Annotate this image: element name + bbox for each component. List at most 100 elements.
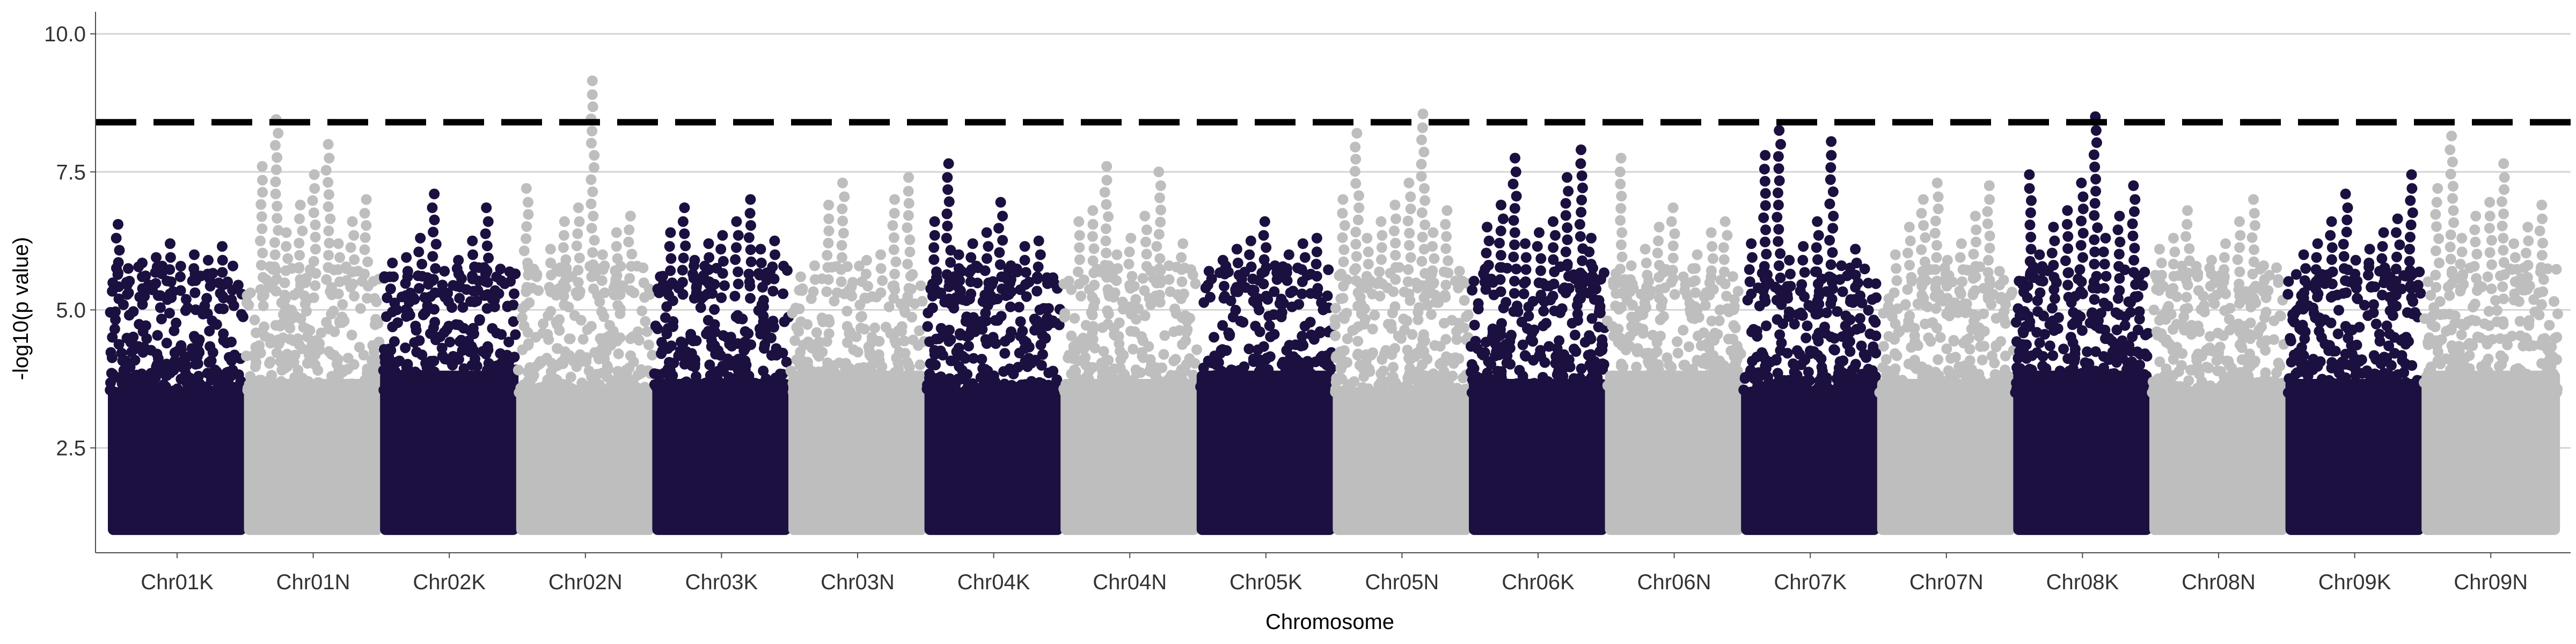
snp-point: [1297, 276, 1308, 287]
snp-point: [1562, 234, 1573, 245]
snp-point: [586, 271, 597, 282]
snp-point: [996, 283, 1007, 295]
snp-point: [273, 128, 284, 139]
snp-point: [2047, 303, 2058, 314]
snp-point: [1390, 262, 1401, 273]
snp-point: [1335, 268, 1346, 280]
snp-point: [1990, 341, 2002, 353]
snp-point: [716, 292, 727, 303]
point-cloud: [1060, 379, 1199, 535]
snp-point: [1616, 380, 1628, 391]
snp-point: [2047, 315, 2059, 326]
snp-point: [2025, 268, 2036, 279]
snp-point: [596, 344, 607, 355]
snp-point: [1031, 273, 1043, 284]
snp-point: [1587, 270, 1598, 282]
snp-point: [1759, 261, 1770, 272]
snp-point: [996, 271, 1007, 282]
snp-point: [1728, 361, 1739, 372]
snp-point: [1702, 377, 1714, 388]
snp-point: [1576, 280, 1587, 291]
snp-point: [1968, 248, 1979, 260]
snp-point: [1562, 259, 1573, 270]
snp-point: [384, 362, 396, 373]
snp-point: [887, 281, 898, 292]
snp-peak-point: [769, 235, 780, 246]
snp-point: [942, 172, 953, 183]
snp-point: [928, 376, 939, 387]
snp-point: [599, 287, 610, 298]
snp-point: [1350, 275, 1362, 286]
snp-point: [1973, 322, 1985, 333]
snp-peak-point: [1576, 144, 1586, 156]
snp-point: [279, 387, 290, 398]
snp-point: [1514, 364, 1525, 376]
snp-point: [2024, 219, 2036, 230]
snp-point: [1074, 254, 1085, 265]
snp-point: [556, 356, 567, 368]
snp-point: [1955, 252, 1966, 263]
snp-point: [374, 336, 385, 348]
chromosome-chr02n: [513, 75, 658, 535]
snp-point: [552, 343, 562, 354]
snp-point: [1983, 254, 1994, 266]
snp-point: [1863, 305, 1874, 316]
snp-point: [323, 225, 334, 237]
snp-point: [710, 348, 721, 360]
snp-point: [1163, 380, 1174, 391]
snp-point: [1819, 321, 1830, 333]
snp-point: [1126, 305, 1137, 316]
snp-point: [1246, 261, 1257, 273]
snp-point: [1100, 235, 1111, 246]
snp-point: [2077, 228, 2089, 239]
snp-point: [2084, 317, 2096, 328]
snp-point: [465, 325, 476, 336]
snp-point: [343, 381, 354, 392]
snp-point: [1314, 327, 1326, 339]
snp-point: [1561, 361, 1571, 372]
snp-point: [572, 289, 583, 300]
snp-point: [945, 245, 956, 256]
snp-point: [1211, 387, 1222, 398]
snp-point: [1527, 296, 1539, 307]
snp-point: [1870, 278, 1882, 289]
snp-point: [1403, 264, 1414, 275]
snp-point: [564, 350, 575, 361]
snp-point: [126, 347, 137, 358]
snp-point: [663, 289, 675, 301]
snp-point: [836, 276, 847, 287]
snp-point: [796, 355, 808, 367]
snp-point: [2096, 308, 2106, 319]
snp-point: [983, 277, 994, 288]
snp-point: [237, 311, 248, 323]
snp-point: [941, 208, 953, 219]
snp-point: [1651, 346, 1663, 357]
snp-point: [609, 289, 620, 301]
snp-point: [467, 249, 479, 260]
snp-point: [1813, 230, 1824, 241]
snp-point: [1035, 249, 1046, 260]
snp-point: [1407, 369, 1418, 380]
snp-point: [523, 338, 534, 349]
snp-point: [1336, 361, 1348, 371]
snp-point: [587, 126, 598, 137]
snp-point: [1930, 303, 1942, 314]
snp-point: [1497, 213, 1509, 224]
snp-point: [1797, 254, 1809, 266]
snp-point: [282, 348, 293, 360]
snp-point: [414, 335, 425, 346]
snp-peak-point: [333, 238, 344, 249]
snp-point: [150, 278, 162, 289]
snp-point: [931, 266, 942, 277]
snp-point: [1585, 333, 1597, 345]
snp-point: [1704, 277, 1715, 288]
snp-point: [1626, 321, 1637, 332]
snp-point: [1339, 220, 1350, 231]
snp-point: [1989, 357, 2000, 369]
snp-point: [1361, 270, 1372, 282]
snp-point: [1507, 178, 1519, 189]
snp-point: [1227, 385, 1239, 397]
snp-point: [1718, 254, 1730, 265]
snp-point: [596, 263, 607, 274]
snp-point: [855, 323, 866, 334]
